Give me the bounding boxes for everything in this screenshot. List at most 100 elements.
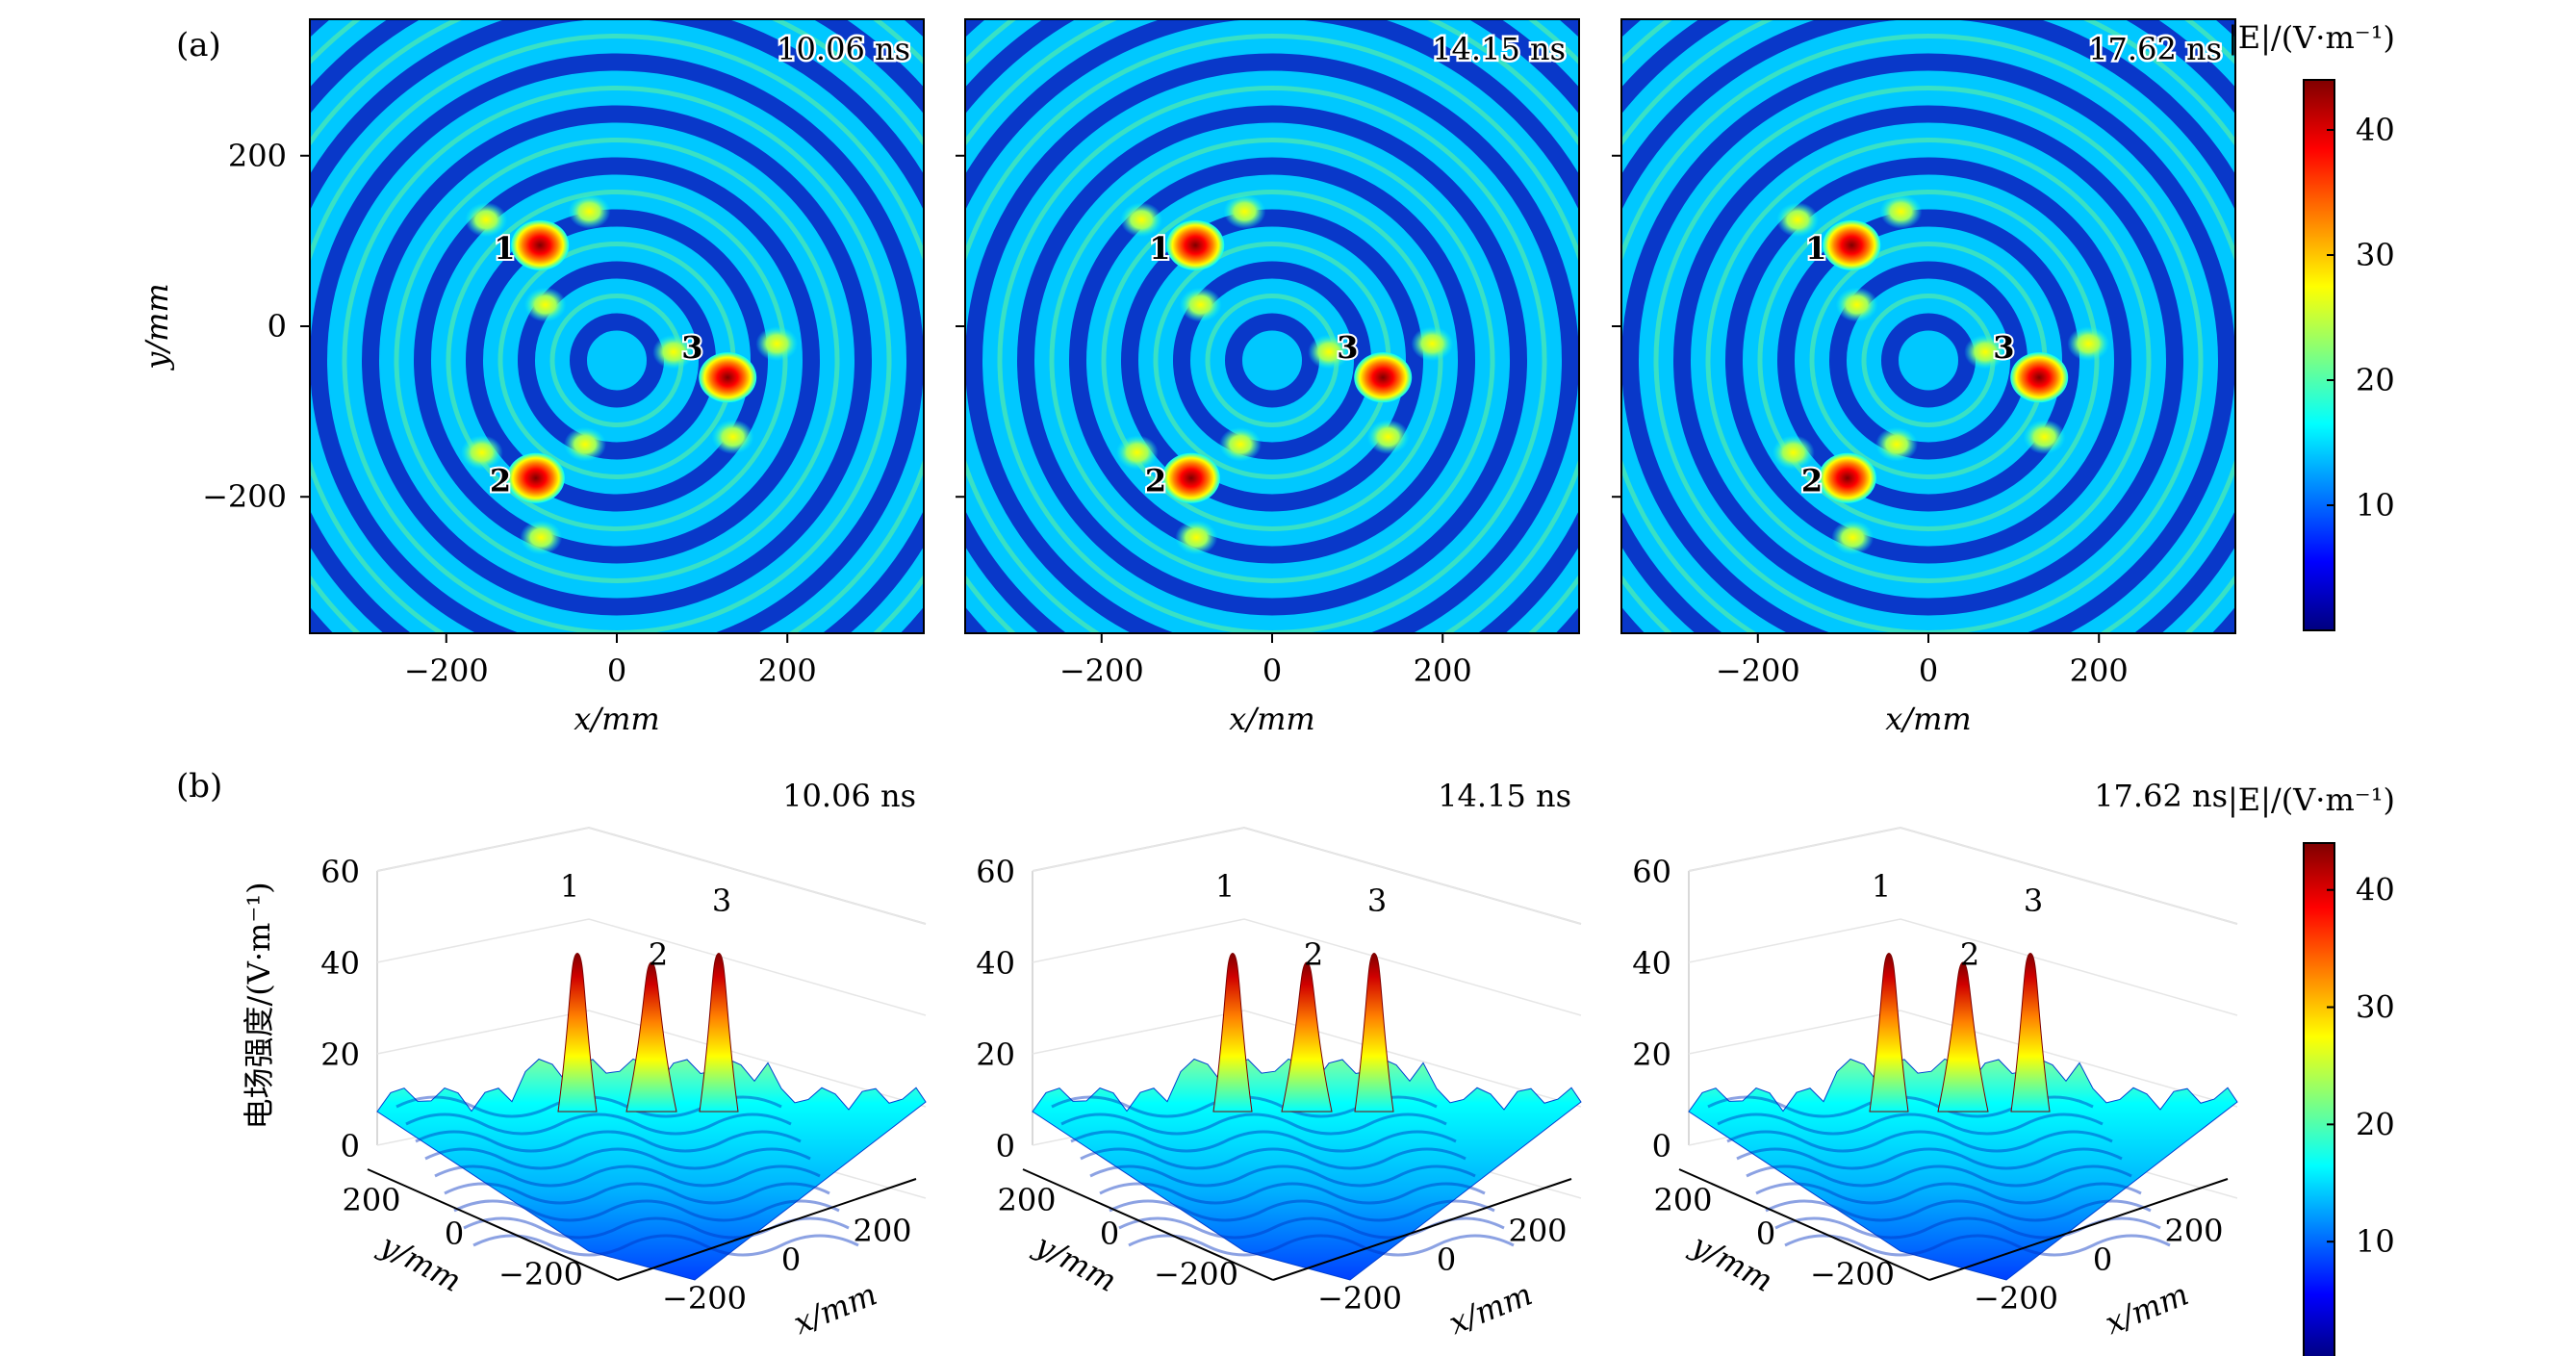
focal-spot-3 bbox=[699, 352, 757, 403]
side-lobe bbox=[1411, 326, 1454, 362]
y-axis-line bbox=[367, 1168, 619, 1281]
time-label: 10.06 ns bbox=[782, 778, 916, 814]
focal-spot-2 bbox=[1818, 452, 1876, 503]
y-tick-label: 0 bbox=[1756, 1215, 1775, 1252]
y-tick-label: 0 bbox=[268, 308, 287, 345]
z-grid-line bbox=[1688, 918, 2238, 1016]
panel-b-label: (b) bbox=[176, 767, 222, 806]
side-lobe bbox=[1219, 426, 1262, 462]
colorbar-title: |E|/(V·m⁻¹) bbox=[2228, 19, 2395, 56]
heatmap-1: 1 2 3 10.06 ns −200 0 200 x/mm −200 0 200 y/mm bbox=[139, 18, 925, 737]
wave-ring bbox=[1725, 157, 2131, 564]
colorbar-gradient bbox=[2303, 842, 2335, 1356]
peak-2 bbox=[625, 961, 677, 1113]
focal-label-1: 1 bbox=[1149, 230, 1170, 267]
z-tick-label: 0 bbox=[996, 1128, 1015, 1164]
surface-ripple bbox=[1099, 1182, 1486, 1205]
z-tick-label: 60 bbox=[1632, 854, 1671, 890]
surface-ripple bbox=[472, 1234, 859, 1257]
z-grid-line bbox=[1688, 1010, 2238, 1108]
colorbar-2: |E|/(V·m⁻¹) 10 20 30 40 bbox=[2228, 781, 2395, 1356]
colorbar-tick-label: 30 bbox=[2356, 989, 2395, 1026]
wave-ring bbox=[1777, 209, 2079, 512]
surface-ripple bbox=[415, 1130, 802, 1153]
wave-ring bbox=[1017, 105, 1527, 616]
surface-ripple bbox=[453, 1199, 840, 1222]
time-label: 17.62 ns bbox=[2094, 778, 2228, 814]
surface-ripple bbox=[1726, 1130, 2113, 1153]
time-label: 10.06 ns bbox=[777, 31, 910, 67]
y-tick-label: 0 bbox=[445, 1215, 464, 1252]
focal-label-1: 1 bbox=[494, 230, 515, 267]
side-lobe bbox=[1308, 334, 1351, 370]
x-tick-label: −200 bbox=[662, 1280, 747, 1317]
x-axis-line bbox=[1928, 1178, 2229, 1281]
y-tick-label: −200 bbox=[498, 1256, 583, 1292]
x-tick-label: 200 bbox=[2164, 1213, 2223, 1249]
surface-ripple bbox=[405, 1113, 792, 1136]
side-lobe bbox=[564, 426, 607, 462]
z-tick-label: 20 bbox=[1632, 1036, 1671, 1073]
x-axis-label: x/mm bbox=[788, 1275, 881, 1342]
colorbar-tick-label: 40 bbox=[2356, 872, 2395, 908]
x-axis-line bbox=[617, 1178, 917, 1281]
wave-ring bbox=[362, 105, 872, 616]
colorbar-1: |E|/(V·m⁻¹) 10 20 30 40 bbox=[2228, 19, 2395, 631]
grid-box-top bbox=[1688, 826, 2238, 925]
focal-label-3: 3 bbox=[1337, 329, 1358, 366]
time-label: 14.15 ns bbox=[1438, 778, 1571, 814]
x-tick-label: 0 bbox=[607, 652, 626, 689]
surface-mesh bbox=[1032, 1058, 1582, 1281]
wave-ring bbox=[965, 53, 1579, 633]
wave-ring bbox=[1121, 209, 1423, 512]
peak-3 bbox=[1354, 952, 1394, 1113]
wave-ring bbox=[310, 53, 924, 633]
focal-label-3: 3 bbox=[1993, 329, 2014, 366]
z-tick-label: 40 bbox=[976, 945, 1015, 982]
z-grid-line bbox=[376, 827, 927, 925]
x-axis-line bbox=[1272, 1178, 1572, 1281]
z-tick-label: 20 bbox=[976, 1036, 1015, 1073]
wave-ring bbox=[414, 157, 820, 564]
side-lobe bbox=[1776, 202, 1820, 238]
colorbars: |E|/(V·m⁻¹) 10 20 30 40 |E|/(V·m⁻¹) 10 20 30 40 bbox=[2228, 19, 2395, 1356]
colorbar-tick-label: 20 bbox=[2356, 362, 2395, 398]
side-lobe bbox=[1366, 419, 1410, 454]
colorbar-tick-label: 10 bbox=[2356, 487, 2395, 524]
surface-ripple bbox=[1736, 1147, 2123, 1170]
side-lobe bbox=[1772, 435, 1815, 471]
peak-1 bbox=[1212, 952, 1253, 1113]
wave-crest bbox=[965, 34, 1579, 633]
focal-label-3: 3 bbox=[681, 329, 702, 366]
z-tick-label: 40 bbox=[1632, 945, 1671, 982]
x-tick-label: 0 bbox=[1262, 652, 1282, 689]
z-grid-line bbox=[376, 1010, 927, 1108]
wave-crest bbox=[310, 34, 924, 633]
heatmap-3: 1 2 3 17.62 ns −200 0 200 x/mm bbox=[1612, 18, 2236, 737]
focal-spot-2 bbox=[506, 452, 565, 503]
surface-ripple bbox=[1109, 1199, 1495, 1222]
z-grid-line bbox=[1032, 827, 1582, 925]
y-tick-label: 200 bbox=[228, 138, 287, 174]
x-tick-label: −200 bbox=[1716, 652, 1800, 689]
peak-1 bbox=[1869, 952, 1909, 1113]
colorbar-gradient bbox=[2303, 79, 2335, 631]
x-tick-label: 200 bbox=[2070, 652, 2129, 689]
x-axis-label: x/mm bbox=[1229, 701, 1315, 737]
z-tick-label: 40 bbox=[320, 945, 360, 982]
surface-ripple bbox=[1765, 1199, 2152, 1222]
side-lobe bbox=[523, 287, 567, 322]
peak-2 bbox=[1281, 961, 1333, 1113]
time-label: 14.15 ns bbox=[1432, 31, 1566, 67]
z-tick-label: 60 bbox=[976, 854, 1015, 890]
focal-spot-2 bbox=[1161, 452, 1220, 503]
peak-label-2: 2 bbox=[649, 936, 668, 973]
side-lobe bbox=[1179, 287, 1222, 322]
y-axis-line bbox=[1022, 1168, 1274, 1281]
x-axis-label: x/mm bbox=[574, 701, 660, 737]
x-tick-label: 200 bbox=[1508, 1213, 1567, 1249]
x-tick-label: 0 bbox=[2093, 1241, 2112, 1278]
